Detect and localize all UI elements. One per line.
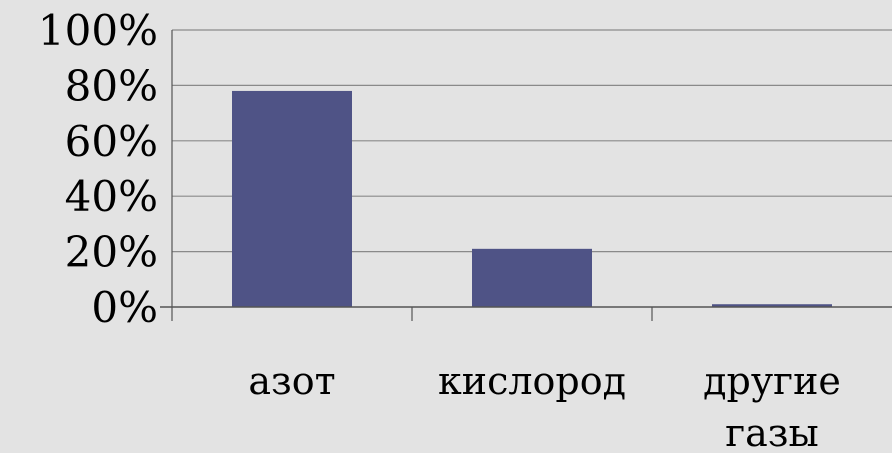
x-axis-category-labels: азот кислород другие газы [248, 359, 841, 453]
bar-2 [712, 304, 832, 307]
y-tick-label-100: 100% [38, 6, 158, 55]
category-label-2: другие газы [703, 359, 841, 453]
bar-0 [232, 90, 352, 307]
axes [160, 30, 892, 321]
category-label-0: азот [248, 359, 335, 403]
bar-1 [472, 248, 592, 307]
y-tick-label-40: 40% [65, 172, 158, 221]
y-tick-label-60: 60% [65, 117, 158, 166]
category-label-1: кислород [438, 359, 626, 403]
y-axis-tick-labels: 0% 20% 40% 60% 80% 100% [38, 6, 158, 332]
y-tick-label-20: 20% [65, 228, 158, 277]
bars [232, 90, 832, 307]
y-tick-label-80: 80% [65, 61, 158, 110]
y-tick-label-0: 0% [91, 283, 158, 332]
